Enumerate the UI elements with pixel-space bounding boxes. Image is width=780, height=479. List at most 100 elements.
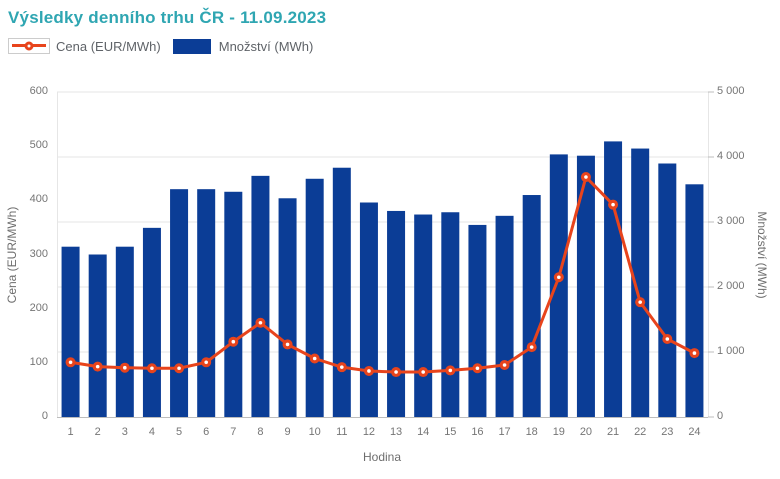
volume-bar-h11 — [332, 167, 351, 417]
price-marker-center-h17 — [502, 363, 507, 367]
price-line-swatch-marker — [24, 41, 34, 51]
volume-bar-h23 — [658, 163, 677, 417]
y-axis-right-tick: 4 000 — [717, 150, 745, 162]
volume-bar-h19 — [549, 154, 568, 417]
price-marker-center-h1 — [68, 360, 73, 365]
y-axis-left-tick: 300 — [29, 247, 48, 260]
x-axis-tick: 6 — [203, 426, 210, 438]
x-axis-tick: 12 — [362, 426, 376, 438]
volume-bar-h3 — [115, 246, 134, 417]
volume-bar-h4 — [142, 227, 161, 417]
x-axis-tick: 8 — [257, 426, 264, 438]
price-marker-center-h24 — [692, 351, 697, 355]
volume-bar-h1 — [61, 246, 80, 417]
price-marker-center-h9 — [285, 342, 290, 347]
x-axis-tick: 24 — [688, 426, 701, 438]
volume-bar-h8 — [251, 175, 270, 417]
price-marker-center-h20 — [584, 175, 588, 179]
price-marker-center-h13 — [394, 370, 398, 374]
x-axis-tick: 18 — [525, 426, 538, 438]
volume-bar-h20 — [576, 155, 595, 417]
y-axis-right-tick: 2 000 — [717, 280, 745, 292]
price-marker-center-h18 — [529, 345, 534, 349]
volume-bar-h6 — [197, 189, 216, 417]
price-line — [70, 175, 696, 374]
volume-bar-h5 — [170, 189, 189, 417]
y-axis-right-tick: 1 000 — [717, 345, 745, 357]
price-marker-center-h8 — [258, 320, 263, 325]
volume-bar-h17 — [495, 215, 514, 417]
x-axis-tick: 4 — [148, 426, 155, 438]
price-marker-center-h2 — [95, 364, 100, 369]
x-axis-tick: 15 — [444, 426, 457, 438]
x-axis-tick: 3 — [121, 426, 128, 438]
chart-title: Výsledky denního trhu ČR - 11.09.2023 — [8, 8, 327, 27]
price-marker-center-h11 — [340, 365, 344, 369]
x-axis-tick: 1 — [67, 426, 74, 438]
volume-bar-h18 — [522, 195, 541, 417]
x-axis-tick: 23 — [661, 426, 674, 438]
price-marker-center-h7 — [231, 339, 236, 344]
x-axis-tick: 2 — [94, 426, 101, 438]
price-marker-center-h6 — [204, 360, 208, 365]
y-axis-right-title: Množství (MWh) — [755, 211, 769, 299]
y-axis-left-tick: 400 — [29, 193, 48, 206]
price-marker-center-h19 — [557, 275, 561, 280]
legend-label-price: Cena (EUR/MWh) — [56, 38, 161, 54]
volume-bar-h12 — [359, 202, 378, 417]
x-axis-tick: 5 — [176, 426, 183, 438]
y-axis-left-title: Cena (EUR/MWh) — [5, 206, 19, 304]
x-axis-tick: 16 — [471, 426, 484, 438]
volume-bar-h13 — [387, 210, 406, 417]
y-axis-right-tick: 3 000 — [717, 215, 745, 227]
legend-item-volume[interactable]: Množství (MWh) — [172, 38, 314, 54]
legend: Cena (EUR/MWh) Množství (MWh) — [8, 38, 313, 54]
x-axis-tick: 14 — [417, 426, 430, 438]
price-marker-center-h16 — [475, 366, 480, 371]
price-line-swatch-icon — [8, 38, 50, 54]
price-marker-center-h23 — [665, 337, 670, 341]
legend-item-price[interactable]: Cena (EUR/MWh) — [8, 38, 161, 54]
price-marker-center-h12 — [367, 369, 371, 373]
price-marker-center-h10 — [312, 356, 317, 361]
y-axis-left-tick: 500 — [29, 139, 48, 152]
price-marker-center-h3 — [123, 365, 127, 370]
volume-bar-h7 — [224, 191, 243, 417]
price-marker-center-h22 — [638, 300, 642, 304]
x-axis-tick: 22 — [634, 426, 647, 438]
volume-bar-h15 — [441, 212, 460, 417]
volume-bar-h9 — [278, 198, 297, 417]
x-axis-tick: 21 — [606, 426, 620, 438]
volume-bar-h16 — [468, 224, 487, 417]
y-axis-left-tick: 200 — [29, 301, 48, 314]
price-marker-center-h5 — [177, 366, 181, 371]
volume-bar-h21 — [604, 141, 623, 417]
x-axis-tick: 7 — [230, 426, 237, 438]
price-marker-center-h15 — [448, 368, 453, 373]
y-axis-left-tick: 600 — [29, 85, 48, 97]
volume-bar-h14 — [414, 214, 433, 417]
x-axis-title: Hodina — [362, 450, 402, 464]
volume-bar-swatch-icon — [172, 38, 211, 54]
x-axis-tick: 9 — [284, 426, 291, 438]
x-axis-tick: 17 — [498, 426, 511, 438]
y-axis-right-tick: 5 000 — [717, 85, 745, 97]
x-axis-tick: 11 — [336, 426, 348, 438]
price-marker-center-h21 — [611, 202, 615, 207]
x-axis-tick: 13 — [389, 426, 403, 438]
x-axis-tick: 10 — [308, 426, 321, 438]
price-marker-center-h14 — [421, 370, 425, 374]
volume-bar-h22 — [631, 148, 650, 418]
y-axis-right-tick: 0 — [717, 410, 724, 422]
y-axis-left-tick: 0 — [41, 410, 48, 422]
volume-bar-h24 — [685, 184, 704, 417]
y-axis-left-tick: 100 — [29, 355, 48, 368]
price-marker-center-h4 — [150, 366, 154, 371]
volume-bar-h10 — [305, 178, 324, 417]
x-axis-tick: 19 — [552, 426, 565, 438]
legend-label-volume: Množství (MWh) — [218, 38, 314, 54]
volume-bar-h2 — [88, 254, 107, 417]
x-axis-tick: 20 — [579, 426, 593, 438]
